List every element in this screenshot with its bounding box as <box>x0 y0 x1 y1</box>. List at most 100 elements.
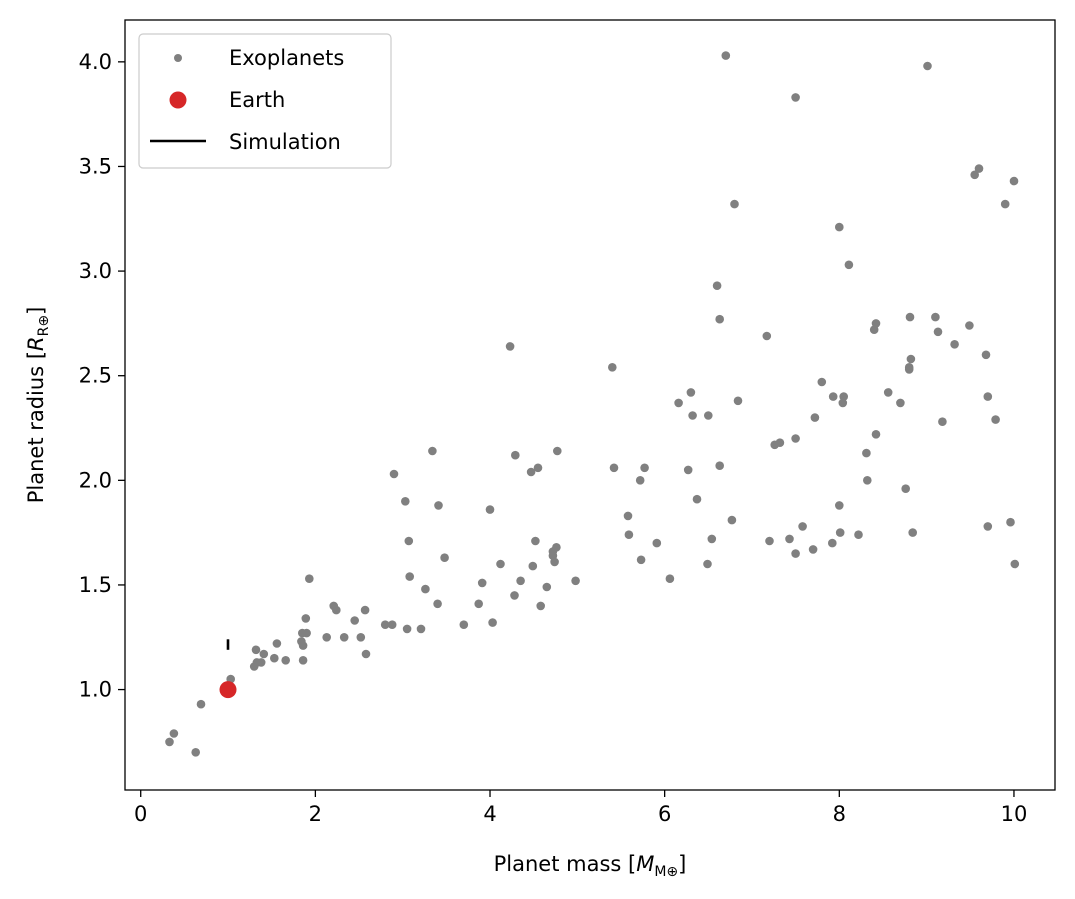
points-layer <box>165 51 1020 757</box>
exoplanet-point <box>350 616 360 625</box>
exoplanet-point <box>571 576 580 586</box>
exoplanet-point <box>733 396 743 406</box>
x-axis-label-text: Planet mass <box>494 852 622 876</box>
exoplanet-point <box>526 467 536 477</box>
y-axis-label-text: Planet radius <box>24 366 48 503</box>
exoplanet-point <box>511 450 520 460</box>
exoplanet-point <box>844 260 854 270</box>
exoplanet-point <box>550 557 559 567</box>
legend-exoplanets-label: Exoplanets <box>229 46 344 70</box>
exoplanet-point <box>923 61 932 71</box>
exoplanet-point <box>416 624 426 634</box>
exoplanet-point <box>510 591 519 600</box>
x-tick-label: 2 <box>309 802 322 826</box>
y-tick-label: 1.0 <box>79 678 112 702</box>
exoplanet-point <box>256 658 266 667</box>
exoplanet-point <box>901 484 910 494</box>
exoplanet-point <box>356 633 366 642</box>
exoplanet-point <box>301 614 311 623</box>
exoplanet-point <box>191 748 200 757</box>
exoplanet-point <box>533 463 543 473</box>
exoplanet-point <box>505 342 515 351</box>
exoplanet-point <box>863 476 872 485</box>
exoplanet-point <box>896 398 905 408</box>
exoplanet-point <box>817 377 827 387</box>
exoplanet-point <box>983 522 993 531</box>
exoplanet-point <box>721 51 731 60</box>
exoplanet-point <box>387 620 397 629</box>
exoplanet-point <box>459 620 469 629</box>
x-tick-label: 4 <box>483 802 496 826</box>
exoplanet-point <box>281 656 291 665</box>
y-axis-label: Planet radius [RR⊕] <box>24 307 52 504</box>
exoplanet-point <box>838 398 848 408</box>
exoplanet-point <box>965 321 974 330</box>
exoplanet-point <box>421 584 430 594</box>
exoplanet-point <box>785 534 794 544</box>
exoplanet-point <box>686 388 696 397</box>
exoplanet-point <box>983 392 993 401</box>
legend-simulation-label: Simulation <box>229 130 341 154</box>
exoplanet-point <box>908 528 917 537</box>
exoplanet-point <box>1000 199 1010 209</box>
exoplanet-point <box>828 538 837 548</box>
earth-point <box>219 681 237 699</box>
exoplanet-point <box>389 469 399 479</box>
exoplanet-point <box>404 536 414 546</box>
y-tick-label: 4.0 <box>79 50 112 74</box>
exoplanet-point <box>835 528 845 537</box>
exoplanet-point <box>552 543 561 552</box>
exoplanet-point <box>791 93 800 102</box>
exoplanet-point <box>302 628 311 638</box>
exoplanet-point <box>839 392 848 401</box>
exoplanet-point <box>474 599 484 609</box>
legend-earth-marker <box>169 91 187 109</box>
exoplanet-point <box>332 605 341 615</box>
exoplanet-point <box>862 448 871 458</box>
exoplanet-point <box>402 624 412 634</box>
exoplanet-point <box>938 417 947 427</box>
y-tick-label: 3.5 <box>79 154 112 178</box>
exoplanet-point <box>496 559 505 569</box>
exoplanet-point <box>835 222 844 232</box>
exoplanet-point <box>883 388 893 397</box>
exoplanet-point <box>981 350 991 360</box>
exoplanet-point <box>298 656 308 665</box>
exoplanet-point <box>798 522 807 531</box>
exoplanet-point <box>270 653 279 663</box>
ticks-layer: 0 2 4 6 8 10 1.0 1.5 2.0 2.5 3.0 3.5 4.0 <box>79 50 1028 826</box>
exoplanet-point <box>485 505 495 514</box>
exoplanet-point <box>322 633 332 642</box>
exoplanet-point <box>791 434 800 443</box>
exoplanet-point <box>906 354 916 364</box>
exoplanet-point <box>553 446 562 456</box>
exoplanet-point <box>715 461 724 471</box>
exoplanet-point <box>692 494 702 504</box>
exoplanet-point <box>169 729 179 738</box>
exoplanet-point <box>727 515 737 525</box>
plot-area-frame <box>124 19 1056 791</box>
exoplanet-point <box>361 649 371 659</box>
exoplanet-point <box>791 549 800 558</box>
exoplanet-point <box>810 413 820 422</box>
exoplanet-point <box>854 530 863 539</box>
exoplanet-point <box>635 476 645 485</box>
exoplanet-point <box>528 561 538 571</box>
exoplanet-point <box>905 312 915 322</box>
exoplanet-point <box>933 327 943 337</box>
exoplanet-point <box>428 446 437 456</box>
exoplanet-point <box>665 574 675 583</box>
exoplanet-point <box>950 340 959 349</box>
exoplanet-point <box>440 553 449 562</box>
exoplanet-point <box>531 536 540 546</box>
exoplanet-point <box>477 578 487 588</box>
exoplanet-point <box>808 545 818 554</box>
exoplanet-point <box>683 465 693 475</box>
exoplanet-point <box>401 497 410 506</box>
exoplanet-point <box>762 331 772 341</box>
exoplanet-point <box>904 363 914 372</box>
exoplanet-point <box>828 392 838 401</box>
legend-earth-label: Earth <box>229 88 285 112</box>
x-axis-label: Planet mass [MM⊕] <box>494 852 687 880</box>
